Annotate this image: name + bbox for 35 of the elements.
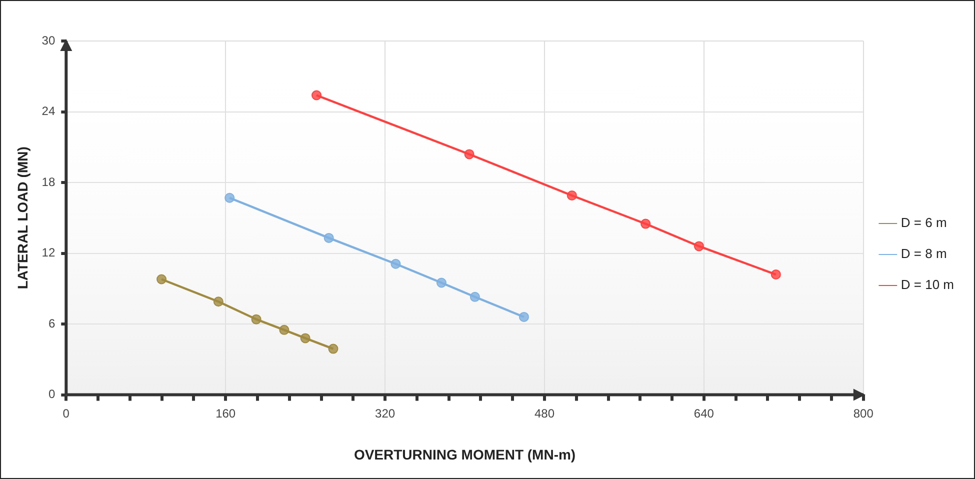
y-tick-label: 18 [42,174,56,189]
point [770,270,781,280]
x-tick-label: 160 [216,406,236,420]
x-tick-label: 0 [62,406,70,420]
point [156,274,167,284]
point [279,324,290,335]
x-axis-title: OVERTURNING MOMENT (MN-m) [354,446,576,462]
point [390,258,401,269]
y-tick-label: 24 [42,104,56,118]
point [518,312,529,322]
point [640,218,651,229]
x-tick-label: 640 [694,406,714,420]
point [311,90,322,100]
point [300,333,310,344]
x-tick-label: 480 [534,406,555,420]
point [224,192,235,203]
y-tick-label: 12 [42,246,56,260]
point [328,344,338,354]
legend-label: D = 10 m [900,277,954,292]
legend-label: D = 8 m [900,246,947,262]
point [566,190,577,200]
point [464,149,474,160]
x-tick-label: 320 [375,406,396,420]
y-tick-label: 6 [48,316,56,330]
x-tick-label: 800 [853,406,874,420]
point [324,232,334,243]
y-tick-label: 0 [48,387,56,402]
legend-label: D = 6 m [900,215,947,230]
y-tick-label: 30 [42,33,56,48]
point [436,278,446,288]
point [213,296,224,307]
point [251,314,262,324]
point [470,292,480,302]
point [694,241,704,252]
y-axis-title: LATERAL LOAD (MN) [14,146,30,290]
